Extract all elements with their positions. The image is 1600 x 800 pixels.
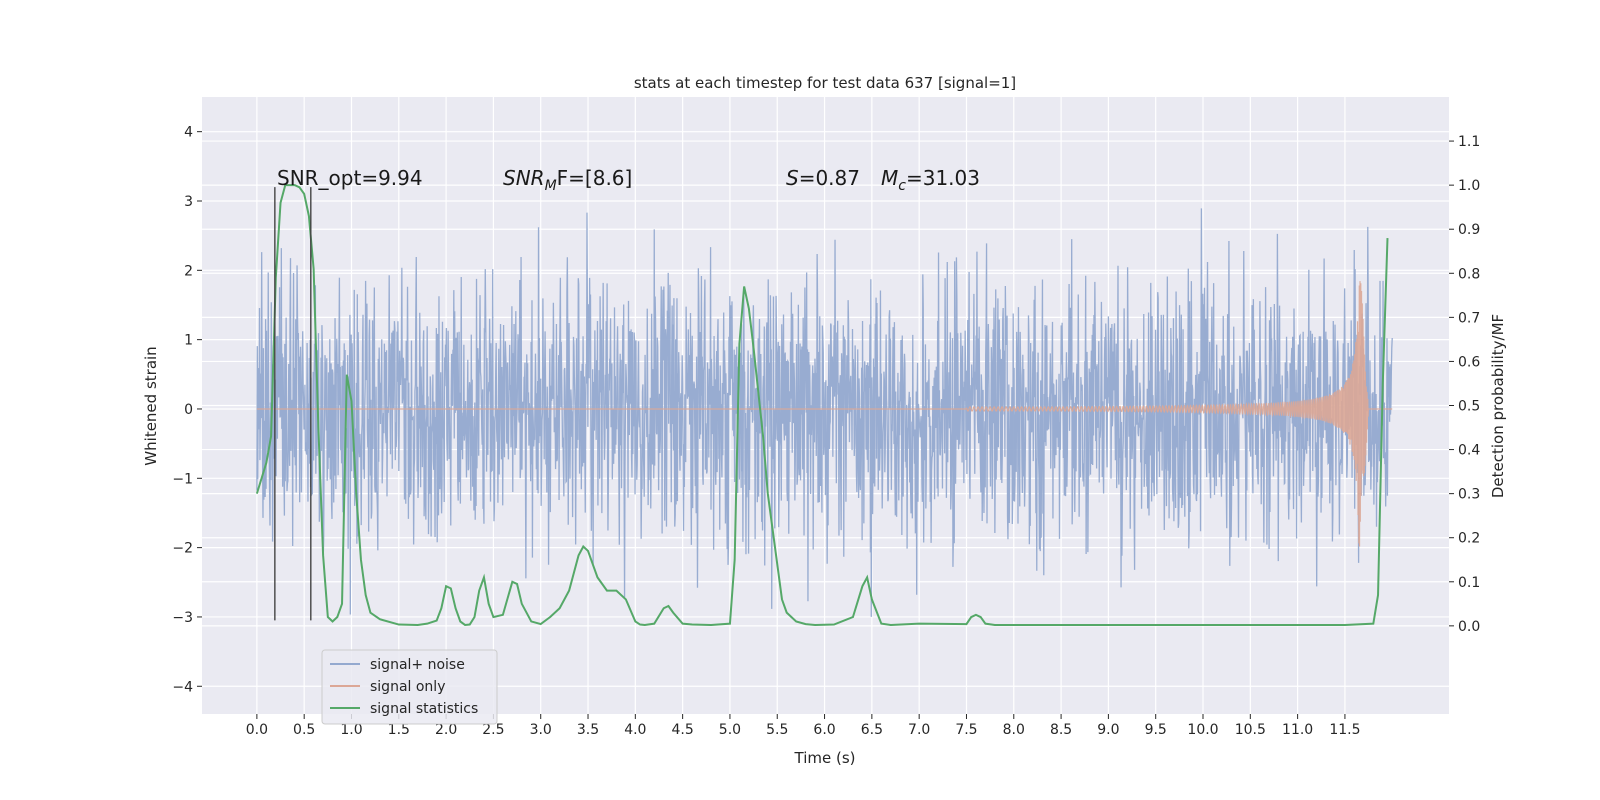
y-left-tick-label-0: 4 (184, 125, 193, 141)
x-tick-label-13: 6.5 (861, 722, 883, 738)
y-left-tick-label-2: 2 (184, 263, 193, 279)
legend-box (321, 649, 498, 725)
x-tick-label-2: 1.0 (340, 722, 362, 738)
y-left-tick-label-5: −1 (172, 471, 193, 487)
y-right-tick-label-7: 0.4 (1458, 443, 1480, 459)
y-left-tick-label-7: −3 (172, 610, 193, 626)
y-right-tick-label-1: 1.0 (1458, 178, 1480, 194)
y-left-tick-label-3: 1 (184, 333, 193, 349)
y-left-tick-label-8: −4 (172, 679, 193, 695)
annotation-mc-value: =31.03 (906, 166, 980, 190)
x-tick-label-14: 7.0 (908, 722, 930, 738)
x-tick-label-21: 10.5 (1235, 722, 1266, 738)
annotation-s-value: =0.87 (799, 166, 860, 190)
x-tick-label-3: 1.5 (388, 722, 410, 738)
x-tick-label-16: 8.0 (1003, 722, 1025, 738)
axes: 0.0 0.5 1.0 1.5 2.0 2.5 3.0 3.5 4.0 4.5 5.0 5.5 6.0 6… (172, 125, 1480, 738)
y-axis-label-left: Whitened strain (142, 346, 160, 465)
annotation-snr-mf-rest: F=[8.6] (557, 166, 633, 190)
x-tick-label-17: 8.5 (1050, 722, 1072, 738)
x-tick-label-22: 11.0 (1282, 722, 1313, 738)
y-right-tick-label-5: 0.6 (1458, 354, 1480, 370)
x-tick-label-15: 7.5 (955, 722, 977, 738)
annotation-snr-mf: SNRMF=[8.6] (503, 166, 632, 194)
series-signal-only (256, 281, 1393, 547)
x-tick-label-11: 5.5 (766, 722, 788, 738)
annotation-mc: Mc=31.03 (881, 166, 980, 194)
legend: signal+ noise signal only signal statist… (321, 649, 498, 725)
vertical-markers (274, 187, 312, 621)
legend-label-signal-noise: signal+ noise (370, 657, 465, 673)
x-tick-label-4: 2.0 (435, 722, 457, 738)
y-left-tick-label-6: −2 (172, 541, 193, 557)
y-right-tick-label-8: 0.3 (1458, 487, 1480, 503)
x-tick-label-0: 0.0 (246, 722, 268, 738)
x-tick-label-8: 4.0 (624, 722, 646, 738)
annotation-s: S=0.87 (786, 166, 860, 190)
x-tick-label-20: 10.0 (1187, 722, 1218, 738)
annotation-snr-mf-sub: M (545, 178, 557, 194)
chart-title: stats at each timestep for test data 637… (634, 74, 1016, 92)
data-layer (255, 184, 1393, 627)
x-tick-label-9: 4.5 (672, 722, 694, 738)
x-tick-label-19: 9.5 (1145, 722, 1167, 738)
series-signal-statistics (255, 184, 1389, 627)
y-axis-label-right: Detection probability/MF (1489, 314, 1507, 498)
x-tick-label-18: 9.0 (1097, 722, 1119, 738)
x-tick-label-1: 0.5 (293, 722, 315, 738)
y-left-tick-label-4: 0 (184, 402, 193, 418)
legend-label-signal-only: signal only (370, 679, 445, 695)
x-tick-label-10: 5.0 (719, 722, 741, 738)
annotation-mc-sub: c (898, 178, 906, 194)
annotations: SNR_opt=9.94 SNRMF=[8.6] S=0.87 Mc=31.03 (277, 166, 980, 194)
x-tick-label-23: 11.5 (1329, 722, 1360, 738)
y-right-tick-label-2: 0.9 (1458, 222, 1480, 238)
x-tick-label-7: 3.5 (577, 722, 599, 738)
x-tick-label-12: 6.0 (813, 722, 835, 738)
annotation-snr-mf-name: SNR (503, 166, 545, 190)
annotation-snr-opt: SNR_opt=9.94 (277, 166, 423, 190)
y-right-tick-label-10: 0.1 (1458, 575, 1480, 591)
x-tick-label-6: 3.0 (530, 722, 552, 738)
y-right-tick-label-6: 0.5 (1458, 399, 1480, 415)
x-tick-label-5: 2.5 (482, 722, 504, 738)
series-signal-noise (256, 208, 1393, 617)
x-axis-label: Time (s) (794, 749, 856, 767)
y-right-tick-label-3: 0.8 (1458, 266, 1480, 282)
y-left-tick-label-1: 3 (184, 194, 193, 210)
y-right-tick-label-11: 0.0 (1458, 619, 1480, 635)
annotation-mc-name: M (881, 166, 898, 190)
y-right-tick-label-0: 1.1 (1458, 134, 1480, 150)
y-right-tick-label-9: 0.2 (1458, 531, 1480, 547)
annotation-s-name: S (786, 166, 799, 190)
y-right-tick-label-4: 0.7 (1458, 310, 1480, 326)
legend-label-signal-statistics: signal statistics (370, 701, 478, 717)
